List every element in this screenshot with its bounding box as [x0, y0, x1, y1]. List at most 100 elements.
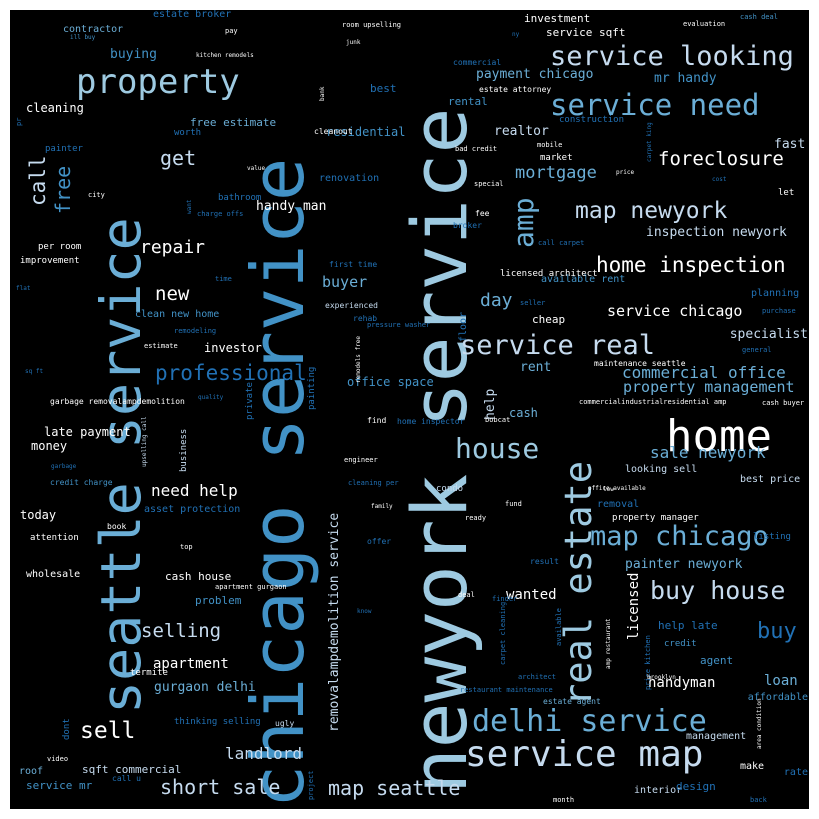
cloud-word: sqft commercial	[82, 763, 182, 776]
cloud-word: cost	[712, 176, 727, 183]
cloud-word: service need	[550, 88, 760, 122]
cloud-word: price kitchen	[644, 635, 652, 690]
cloud-word: painting	[307, 366, 317, 410]
cloud-word: back	[750, 796, 767, 804]
cloud-word: home inspection	[596, 253, 786, 277]
cloud-word: private	[245, 382, 255, 420]
cloud-word: rent	[520, 360, 552, 375]
cloud-word: repair	[140, 237, 206, 258]
cloud-word: sq ft	[25, 368, 44, 375]
cloud-word: service looking	[550, 41, 794, 72]
cloud-word: remodels free	[355, 336, 362, 383]
cloud-word: service chicago	[607, 302, 743, 320]
cloud-word: looking sell	[625, 464, 698, 475]
cloud-word: buying	[110, 47, 157, 62]
cloud-word: licensed	[626, 572, 642, 640]
cloud-word: experienced	[325, 301, 378, 310]
cloud-word: amp	[507, 197, 540, 248]
cloud-word: affordable	[747, 692, 808, 703]
cloud-word: problem	[195, 594, 242, 607]
cloud-word: estate agent	[543, 697, 601, 706]
cloud-word: know	[357, 608, 372, 615]
cloud-word: office space	[347, 375, 434, 389]
cloud-word: specialist	[729, 327, 808, 342]
cloud-word: credit charge	[50, 478, 113, 487]
cloud-word: help late	[658, 619, 718, 632]
cloud-word: fee	[475, 209, 490, 218]
cloud-word: ny	[512, 31, 520, 38]
cloud-word: fast	[774, 137, 806, 152]
cloud-word: bobcat	[485, 416, 511, 424]
cloud-word: estate attorney	[479, 85, 552, 94]
cloud-word: broker	[453, 221, 482, 230]
cloud-word: quality	[198, 394, 224, 401]
cloud-word: short sale	[160, 775, 281, 799]
cloud-word: painter newyork	[625, 557, 743, 572]
cloud-word: commercial office	[622, 363, 786, 382]
cloud-word: restaurant maintenance	[460, 686, 553, 694]
cloud-word: handyman	[648, 675, 716, 691]
cloud-word: worth	[174, 128, 202, 138]
cloud-word: map seattle	[328, 776, 461, 800]
cloud-word: book	[107, 522, 127, 531]
cloud-word: special	[474, 180, 504, 188]
cloud-word: interior	[634, 785, 683, 796]
cloud-word: map newyork	[575, 198, 728, 224]
cloud-word: engineer	[344, 456, 378, 464]
cloud-word: apartment	[153, 656, 229, 672]
cloud-word: cash buyer	[762, 399, 805, 407]
cloud-word: carpet king	[646, 122, 653, 162]
cloud-word: room upselling	[342, 21, 402, 29]
cloud-word: wanted	[506, 587, 557, 603]
cloud-word: best	[370, 82, 397, 95]
cloud-word: property manager	[612, 513, 699, 523]
cloud-word: offer	[367, 537, 392, 546]
cloud-word: pressure washer	[367, 321, 431, 329]
cloud-word: attention	[30, 533, 79, 543]
cloud-word: ugly	[275, 719, 295, 728]
cloud-word: estate broker	[153, 10, 232, 20]
cloud-word: let	[778, 188, 795, 198]
cloud-word: first time	[329, 260, 378, 269]
cloud-word: floor	[458, 311, 469, 342]
cloud-word: rehab	[353, 314, 378, 323]
cloud-word: flat	[16, 285, 31, 292]
cloud-word: professional	[155, 361, 307, 385]
cloud-word: roof	[19, 766, 44, 777]
cloud-word: pay	[225, 27, 238, 35]
cloud-word: video	[47, 755, 69, 763]
cloud-word: real estate	[557, 460, 600, 706]
cloud-word: sale newyork	[650, 443, 766, 462]
cloud-word: pr	[15, 117, 23, 126]
cloud-word: service sqft	[546, 26, 626, 39]
cloud-word: cash house	[165, 570, 232, 583]
cloud-word: contractor	[63, 24, 124, 35]
cloud-word: top	[180, 543, 193, 551]
cloud-word: removalampdemolition service	[327, 512, 342, 732]
cloud-word: call u	[112, 774, 141, 783]
cloud-word: licensed architect	[500, 269, 598, 279]
cloud-word: bad credit	[455, 145, 498, 153]
cloud-word: architect	[518, 673, 556, 681]
cloud-word: mortgage	[515, 163, 597, 183]
cloud-word: cleaning	[26, 101, 84, 115]
cloud-word: service real	[460, 330, 656, 361]
cloud-word: charge offs	[197, 210, 244, 218]
cloud-word: finder	[492, 595, 518, 603]
cloud-word: garbage removalampdemolition	[50, 397, 185, 406]
cloud-word: call	[26, 155, 50, 206]
cloud-word: home inspector	[397, 417, 465, 426]
cloud-word: bathroom	[218, 193, 262, 203]
cloud-word: call carpet	[538, 239, 585, 247]
cloud-word: rate	[783, 767, 808, 778]
cloud-word: asset protection	[144, 504, 241, 515]
cloud-word: free estimate	[190, 116, 277, 129]
cloud-word: service map	[465, 734, 704, 775]
cloud-word: garbage	[51, 463, 77, 470]
cloud-word: general	[742, 346, 772, 354]
cloud-word: day	[480, 290, 513, 311]
cloud-word: price	[616, 169, 635, 176]
cloud-word: buy house	[650, 576, 786, 605]
cloud-word: month	[553, 796, 575, 804]
cloud-word: deal	[458, 591, 475, 599]
